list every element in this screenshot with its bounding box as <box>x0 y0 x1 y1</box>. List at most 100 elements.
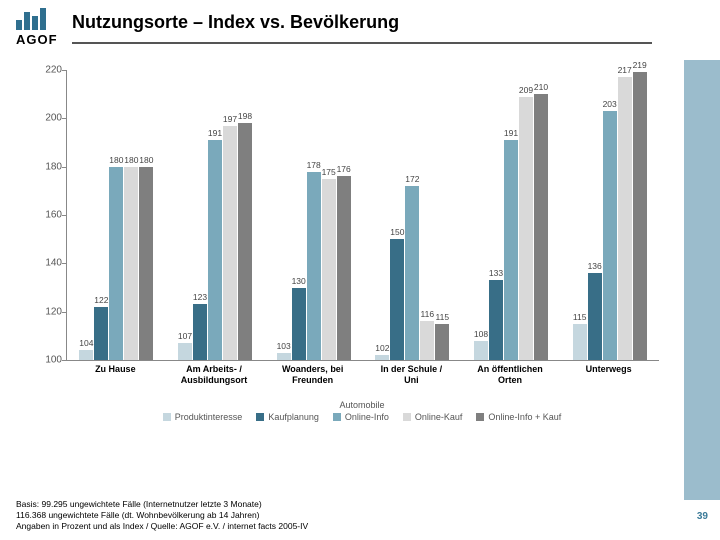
bar: 136 <box>588 273 602 360</box>
bar: 123 <box>193 304 207 360</box>
bar-value-label: 219 <box>633 60 647 70</box>
bar-group: 103130178175176 <box>277 172 351 361</box>
plot-area: 1041221801801801071231911971981031301781… <box>66 70 659 361</box>
bar-value-label: 115 <box>436 312 450 322</box>
legend-item: Online-Info + Kauf <box>476 412 561 422</box>
bar-value-label: 191 <box>504 128 518 138</box>
bar: 102 <box>375 355 389 360</box>
bar-value-label: 175 <box>322 167 336 177</box>
bar: 180 <box>124 167 138 360</box>
legend-item: Online-Kauf <box>403 412 463 422</box>
bar: 115 <box>435 324 449 360</box>
bar-value-label: 150 <box>390 227 404 237</box>
bar-value-label: 116 <box>421 309 435 319</box>
bar-value-label: 198 <box>238 111 252 121</box>
category-label: An öffentlichenOrten <box>461 364 560 386</box>
bar: 191 <box>504 140 518 360</box>
bar-group: 108133191209210 <box>474 94 548 360</box>
category-label: Zu Hause <box>66 364 165 375</box>
bar: 191 <box>208 140 222 360</box>
bar: 122 <box>94 307 108 360</box>
bar: 219 <box>633 72 647 360</box>
bar-value-label: 197 <box>223 114 237 124</box>
legend-label: Produktinteresse <box>175 412 243 422</box>
bar-value-label: 180 <box>139 155 153 165</box>
footnote-line: Angaben in Prozent und als Index / Quell… <box>16 521 308 532</box>
bar-value-label: 123 <box>193 292 207 302</box>
slide: AGOF Nutzungsorte – Index vs. Bevölkerun… <box>0 0 720 540</box>
legend-label: Online-Info + Kauf <box>488 412 561 422</box>
bar: 108 <box>474 341 488 360</box>
y-tick-label: 220 <box>38 65 62 76</box>
legend: Automobile Produktinteresse Kaufplanung On… <box>66 400 658 423</box>
bar-value-label: 136 <box>588 261 602 271</box>
footnote: Basis: 99.295 ungewichtete Fälle (Intern… <box>16 499 308 532</box>
category-label: Woanders, beiFreunden <box>263 364 362 386</box>
legend-label: Online-Info <box>345 412 389 422</box>
legend-swatch <box>256 413 264 421</box>
title-underline <box>72 42 652 44</box>
bar: 180 <box>139 167 153 360</box>
bar-group: 107123191197198 <box>178 123 252 360</box>
bar-value-label: 217 <box>618 65 632 75</box>
bar: 133 <box>489 280 503 360</box>
y-tick-label: 120 <box>38 306 62 317</box>
bar-value-label: 115 <box>573 312 587 322</box>
chart-container: 1041221801801801071231911971981031301781… <box>38 70 658 430</box>
bar-value-label: 209 <box>519 85 533 95</box>
bar: 150 <box>390 239 404 360</box>
category-label: In der Schule /Uni <box>362 364 461 386</box>
legend-item: Online-Info <box>333 412 389 422</box>
legend-swatch <box>476 413 484 421</box>
bar: 175 <box>322 179 336 360</box>
bar-value-label: 108 <box>474 329 488 339</box>
bar-value-label: 210 <box>534 82 548 92</box>
bar: 130 <box>292 288 306 361</box>
y-tick-label: 200 <box>38 113 62 124</box>
bar-value-label: 104 <box>79 338 93 348</box>
bar-value-label: 178 <box>307 160 321 170</box>
slide-title: Nutzungsorte – Index vs. Bevölkerung <box>72 12 399 33</box>
bar: 107 <box>178 343 192 360</box>
bar-value-label: 122 <box>94 295 108 305</box>
bar-value-label: 180 <box>109 155 123 165</box>
bar: 180 <box>109 167 123 360</box>
legend-label: Online-Kauf <box>415 412 463 422</box>
bar-value-label: 176 <box>337 164 351 174</box>
legend-swatch <box>333 413 341 421</box>
legend-label: Kaufplanung <box>268 412 319 422</box>
bar-value-label: 191 <box>208 128 222 138</box>
side-stripe <box>684 60 720 500</box>
bar-group: 104122180180180 <box>79 167 153 360</box>
logo-bars <box>16 8 60 30</box>
bar-value-label: 172 <box>405 174 419 184</box>
bar-value-label: 103 <box>277 341 291 351</box>
logo-text: AGOF <box>16 32 60 47</box>
bar-value-label: 130 <box>292 276 306 286</box>
footnote-line: Basis: 99.295 ungewichtete Fälle (Intern… <box>16 499 308 510</box>
bar: 198 <box>238 123 252 360</box>
bar: 178 <box>307 172 321 361</box>
bar-group: 102150172116115 <box>375 186 449 360</box>
agof-logo: AGOF <box>16 8 60 47</box>
bar: 172 <box>405 186 419 360</box>
bar: 210 <box>534 94 548 360</box>
bar: 217 <box>618 77 632 360</box>
bar: 103 <box>277 353 291 360</box>
category-label: Am Arbeits- /Ausbildungsort <box>165 364 264 386</box>
page-number: 39 <box>697 511 708 522</box>
bar-value-label: 203 <box>603 99 617 109</box>
bar-value-label: 180 <box>124 155 138 165</box>
bar: 203 <box>603 111 617 360</box>
bar: 115 <box>573 324 587 360</box>
y-tick-label: 180 <box>38 161 62 172</box>
y-tick-label: 100 <box>38 355 62 366</box>
bar-group: 115136203217219 <box>573 72 647 360</box>
bar-value-label: 107 <box>178 331 192 341</box>
legend-title: Automobile <box>66 400 658 410</box>
bar: 197 <box>223 126 237 360</box>
bar: 176 <box>337 176 351 360</box>
legend-swatch <box>163 413 171 421</box>
legend-item: Produktinteresse <box>163 412 243 422</box>
y-tick-label: 140 <box>38 258 62 269</box>
